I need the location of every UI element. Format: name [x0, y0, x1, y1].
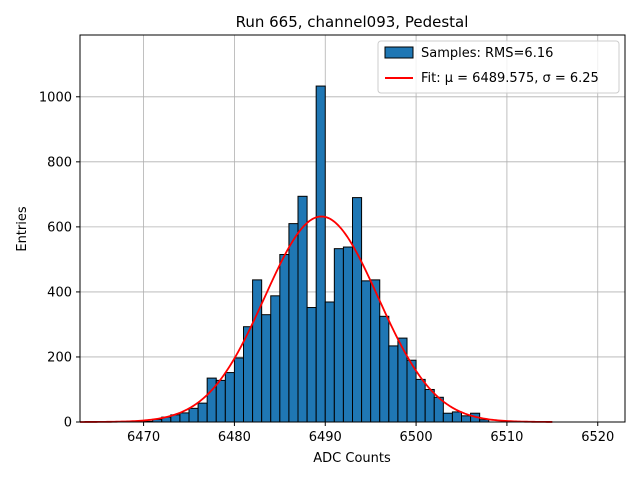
- histogram-bar: [188, 407, 199, 423]
- histogram-bar: [179, 412, 190, 423]
- histogram-bar: [197, 402, 208, 423]
- histogram-bar: [451, 411, 462, 423]
- y-tick-label: 800: [47, 155, 72, 170]
- histogram-bar: [324, 301, 335, 423]
- histogram-bar: [261, 314, 272, 423]
- y-tick-label: 200: [47, 350, 72, 365]
- legend-swatch-samples: [384, 46, 414, 59]
- histogram-bar: [252, 279, 263, 423]
- histogram-bar: [342, 246, 353, 423]
- legend-box: [377, 40, 620, 94]
- histogram-bar: [333, 248, 344, 423]
- histogram-bar: [424, 388, 435, 423]
- histogram-bar: [397, 337, 408, 423]
- histogram-bar: [370, 279, 381, 423]
- histogram-bar: [279, 254, 290, 423]
- y-axis-ticks: 0 200 400 600 800 1000: [39, 90, 80, 431]
- histogram-bar: [415, 378, 426, 423]
- histogram-bar: [288, 223, 299, 423]
- legend-label-fit: Fit: μ = 6489.575, σ = 6.25: [421, 71, 599, 86]
- histogram-bar: [233, 357, 245, 423]
- legend-label-samples: Samples: RMS=6.16: [421, 46, 553, 61]
- histogram-bar: [352, 197, 363, 423]
- fit-curve: [79, 215, 553, 423]
- y-tick-label: 600: [47, 220, 72, 235]
- histogram-bar: [315, 85, 326, 423]
- x-tick-label: 6520: [581, 430, 614, 445]
- y-axis-label: Entries: [15, 206, 30, 252]
- x-tick-label: 6500: [400, 430, 433, 445]
- y-tick-label: 1000: [39, 90, 72, 105]
- x-tick-label: 6470: [127, 430, 160, 445]
- legend: Samples: RMS=6.16 Fit: μ = 6489.575, σ =…: [377, 40, 620, 94]
- x-tick-label: 6510: [490, 430, 523, 445]
- histogram-bar: [442, 412, 453, 423]
- histogram-bar: [379, 315, 390, 423]
- histogram-bar: [270, 295, 281, 423]
- plot-frame: [79, 34, 626, 423]
- histogram-bar: [461, 415, 472, 423]
- x-axis-label: ADC Counts: [313, 451, 391, 466]
- histogram-bar: [206, 377, 217, 423]
- histogram-bar: [306, 307, 317, 423]
- histogram-bar: [388, 345, 399, 423]
- x-axis-ticks: 6470 6480 6490 6500 6510 6520: [127, 422, 614, 445]
- y-tick-label: 0: [64, 416, 72, 431]
- histogram-bar: [224, 372, 235, 423]
- histogram-bar: [361, 280, 372, 423]
- fit-curve-layer: [79, 215, 553, 423]
- histogram-bars: [143, 85, 490, 423]
- y-tick-label: 400: [47, 285, 72, 300]
- x-tick-label: 6490: [309, 430, 342, 445]
- chart-title: Run 665, channel093, Pedestal: [236, 13, 469, 31]
- x-tick-label: 6480: [218, 430, 251, 445]
- histogram-bar: [215, 379, 226, 423]
